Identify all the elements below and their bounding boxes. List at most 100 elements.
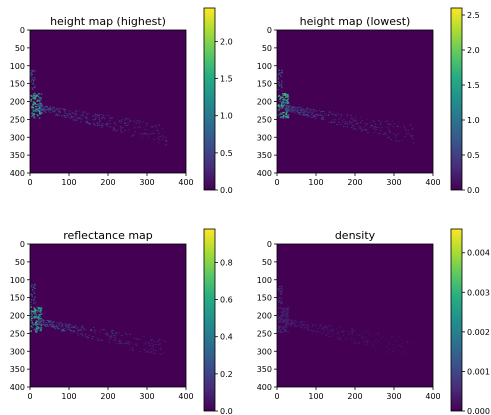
heatmap-cell: [100, 114, 103, 116]
heatmap-cell: [51, 324, 54, 326]
heatmap-cell: [58, 322, 60, 324]
heatmap-cell: [146, 134, 148, 136]
heatmap-cell: [387, 120, 389, 122]
heatmap-cell: [396, 125, 398, 127]
heatmap-cell: [37, 99, 40, 101]
heatmap-cell: [151, 133, 153, 135]
heatmap-cell: [312, 115, 315, 117]
heatmap-cell: [389, 349, 391, 351]
heatmap-cell: [44, 111, 46, 113]
heatmap-cell: [142, 137, 144, 139]
heatmap-cell: [297, 111, 299, 113]
heatmap-cell: [45, 109, 47, 111]
heatmap-cell: [96, 122, 98, 124]
heatmap-cell: [320, 114, 322, 116]
heatmap-cell: [292, 109, 294, 111]
heatmap-cell: [36, 114, 39, 116]
heatmap-cell: [75, 327, 78, 329]
heatmap-cell: [154, 350, 157, 351]
heatmap-cell: [51, 108, 53, 110]
heatmap-cell: [288, 109, 290, 110]
heatmap-cell: [122, 127, 124, 129]
colorbar: [450, 228, 463, 412]
heatmap-cell: [73, 326, 75, 328]
heatmap-cell: [304, 323, 306, 325]
heatmap-cell: [277, 89, 279, 91]
heatmap-cell: [34, 102, 36, 104]
heatmap-cell: [280, 101, 283, 103]
heatmap-cell: [286, 116, 289, 118]
heatmap-cell: [132, 349, 134, 351]
heatmap-cell: [346, 126, 348, 128]
heatmap-cell: [403, 126, 406, 128]
x-tick-label: 300: [139, 178, 154, 187]
heatmap-cell: [33, 300, 35, 302]
heatmap-cell: [36, 311, 38, 313]
heatmap-cell: [33, 69, 35, 71]
heatmap-cell: [148, 345, 151, 346]
heatmap-cell: [162, 139, 164, 141]
heatmap-cell: [129, 334, 131, 335]
colorbar: [203, 7, 216, 191]
heatmap-cell: [412, 138, 414, 140]
heatmap-cell: [312, 111, 314, 113]
heatmap-cell: [334, 119, 336, 121]
heatmap-cell: [327, 114, 330, 115]
heatmap-cell: [128, 344, 130, 346]
heatmap-cell: [380, 129, 382, 131]
heatmap-cell: [289, 324, 291, 326]
heatmap-cell: [106, 124, 109, 126]
heatmap-cell: [293, 322, 295, 324]
heatmap-cell: [44, 324, 46, 326]
heatmap-cell: [31, 322, 34, 324]
heatmap-cell: [66, 324, 69, 326]
heatmap-cell: [278, 83, 280, 85]
heatmap-cell: [287, 331, 289, 333]
heatmap-cell: [279, 326, 281, 328]
heatmap-cell: [132, 347, 134, 349]
heatmap-cell: [40, 308, 43, 310]
heatmap-cell: [279, 72, 281, 74]
heatmap-cell: [115, 342, 117, 344]
y-tick-label: 50: [15, 258, 25, 267]
heatmap-cell: [43, 323, 45, 325]
heatmap-cell: [82, 113, 84, 115]
heatmap-cell: [30, 293, 32, 295]
heatmap-cell: [121, 119, 123, 120]
heatmap-cell: [30, 313, 32, 315]
heatmap-cell: [363, 338, 366, 340]
heatmap-cell: [42, 321, 44, 323]
heatmap-cell: [330, 329, 332, 331]
heatmap-cell: [65, 326, 68, 328]
heatmap-cell: [30, 100, 32, 102]
heatmap-cell: [351, 118, 353, 120]
heatmap-cell: [327, 328, 329, 330]
heatmap-cell: [64, 109, 66, 110]
heatmap-cell: [305, 114, 307, 116]
heatmap-cell: [63, 330, 65, 331]
heatmap-cell: [286, 109, 288, 111]
heatmap-cell: [277, 95, 280, 97]
heatmap-cell: [116, 129, 119, 131]
heatmap-cell: [53, 327, 55, 328]
heatmap-cell: [305, 110, 308, 112]
heatmap-cell: [325, 329, 327, 331]
heatmap-cell: [341, 331, 344, 333]
heatmap-cell: [64, 323, 67, 325]
heatmap-cell: [56, 114, 58, 116]
y-tick-label: 250: [257, 329, 272, 338]
heatmap-cell: [278, 69, 280, 71]
heatmap-cell: [402, 346, 404, 348]
heatmap-cell: [313, 116, 315, 118]
heatmap-cell: [33, 328, 36, 330]
heatmap-cell: [281, 317, 283, 320]
heatmap-cell: [287, 94, 289, 96]
heatmap-cell: [32, 316, 35, 318]
heatmap-cell: [157, 341, 159, 343]
heatmap-cell: [391, 336, 393, 338]
heatmap-cell: [37, 110, 40, 112]
heatmap-cell: [50, 325, 53, 327]
heatmap-cell: [385, 121, 387, 122]
heatmap-cell: [277, 319, 279, 321]
